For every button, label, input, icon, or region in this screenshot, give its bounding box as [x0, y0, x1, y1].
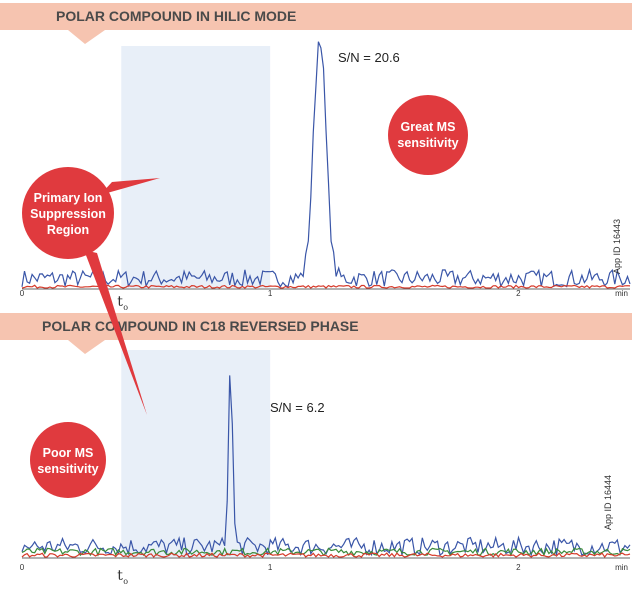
x-tick-label: 0	[20, 563, 25, 572]
x-axis-unit: min	[615, 289, 628, 298]
x-tick-label: 2	[516, 563, 521, 572]
chart-title: POLAR COMPOUND IN HILIC MODE	[56, 8, 296, 24]
app-id: App ID 16443	[612, 219, 622, 274]
plot-lines	[21, 375, 631, 559]
suppression-callout: Primary Ion Suppression Region	[22, 167, 160, 415]
poor-ms-bubble	[30, 422, 106, 498]
t0-subscript: o	[123, 303, 128, 312]
great-ms-label-line2: sensitivity	[397, 136, 458, 150]
x-ticks: 0 1 2 min	[20, 289, 628, 298]
x-tick-label: 1	[268, 289, 273, 298]
t0-label: t	[117, 568, 123, 584]
x-tick-label: 0	[20, 289, 25, 298]
x-tick-label: 2	[516, 289, 521, 298]
app-id: App ID 16444	[603, 475, 613, 530]
ion-suppression-shading	[121, 46, 271, 288]
great-ms-bubble	[388, 95, 468, 175]
t0-label: t	[117, 294, 123, 310]
x-ticks: 0 1 2 min	[20, 563, 628, 572]
title-banner	[0, 3, 632, 44]
suppression-label-line1: Primary Ion	[34, 191, 103, 205]
great-ms-label-line1: Great MS	[401, 120, 456, 134]
sn-label: S/N = 20.6	[338, 50, 400, 65]
series-line-blue	[21, 41, 631, 289]
suppression-label-line2: Suppression	[30, 207, 106, 221]
x-tick-label: 1	[268, 563, 273, 572]
x-axis-unit: min	[615, 563, 628, 572]
suppression-bubble	[22, 167, 114, 259]
panel-hilic: POLAR COMPOUND IN HILIC MODE 0 1 2 min S/N …	[0, 3, 632, 312]
panel-c18: POLAR COMPOUND IN C18 REVERSED PHASE 0 1 2…	[0, 313, 632, 586]
poor-ms-label-line1: Poor MS	[43, 446, 94, 460]
callout-pointer-upper	[100, 178, 160, 195]
callout-pointer-lower	[84, 250, 147, 415]
title-banner	[0, 313, 632, 354]
series-line-blue	[21, 375, 631, 558]
chart-title: POLAR COMPOUND IN C18 REVERSED PHASE	[42, 318, 359, 334]
series-line-red	[21, 552, 631, 559]
t0-subscript: o	[123, 577, 128, 586]
poor-ms-label-line2: sensitivity	[37, 462, 98, 476]
ion-suppression-shading	[121, 350, 271, 557]
sn-label: S/N = 6.2	[270, 400, 325, 415]
plot-lines	[21, 41, 631, 289]
suppression-label-line3: Region	[47, 223, 89, 237]
series-line-red	[21, 284, 631, 289]
